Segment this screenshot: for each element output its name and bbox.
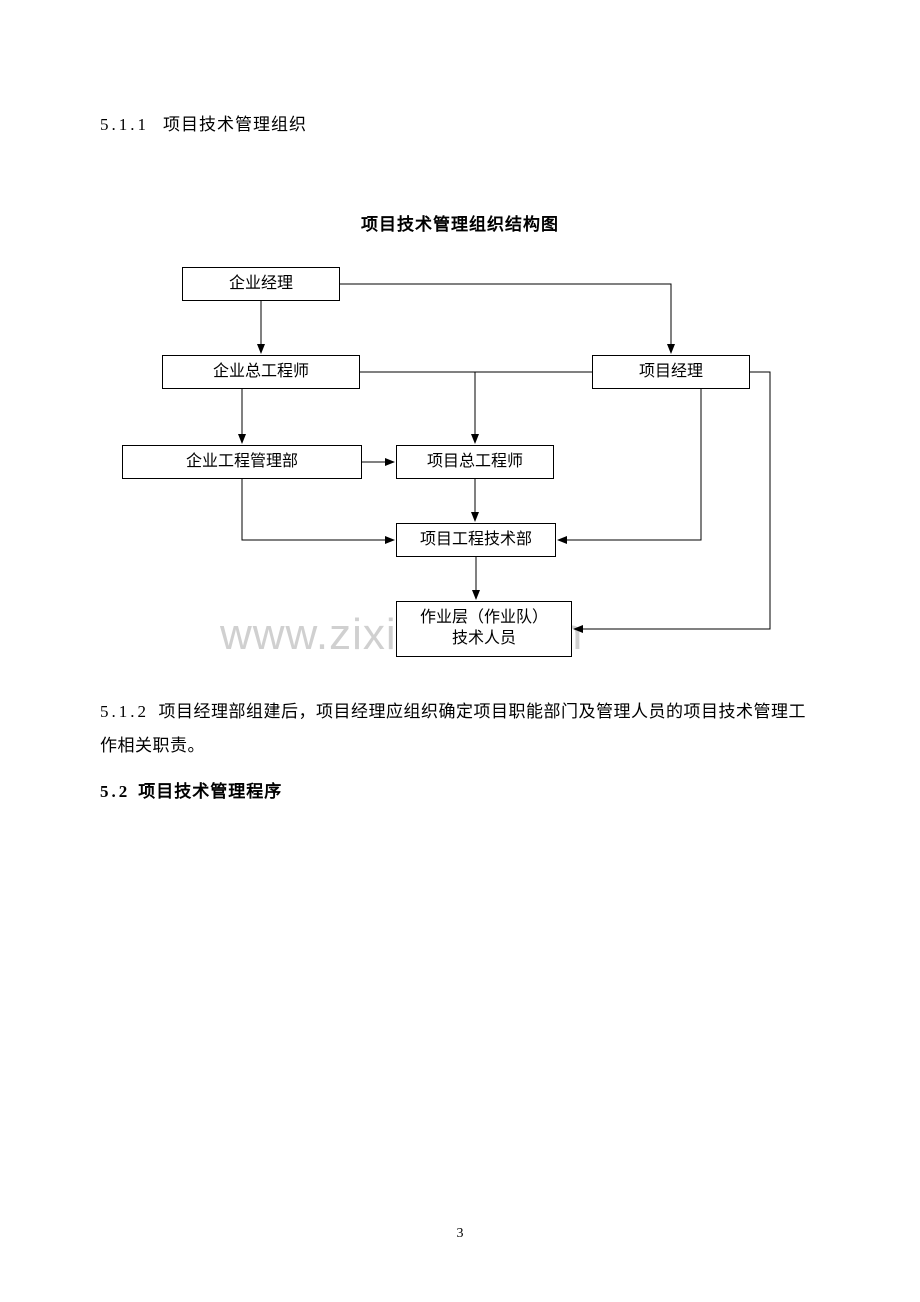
para-512-text: 项目经理部组建后，项目经理应组织确定项目职能部门及管理人员的项目技术管理工作相关… [100, 702, 806, 755]
chart-title: 项目技术管理组织结构图 [100, 210, 820, 235]
page-number: 3 [0, 1226, 920, 1242]
node-enterprise-manager: 企业经理 [182, 267, 340, 301]
node-enterprise-eng-mgmt-dept: 企业工程管理部 [122, 445, 362, 479]
node-operations-tech-staff: 作业层（作业队） 技术人员 [396, 601, 572, 657]
section-511-title: 项目技术管理组织 [163, 115, 307, 134]
section-511-heading: 5.1.1 项目技术管理组织 [100, 110, 820, 135]
section-52-title: 项目技术管理程序 [138, 782, 282, 801]
section-511-num: 5.1.1 [100, 115, 149, 134]
section-52-num: 5.2 [100, 782, 130, 801]
node-enterprise-chief-engineer: 企业总工程师 [162, 355, 360, 389]
section-52-heading: 5.2 项目技术管理程序 [100, 777, 820, 802]
org-flowchart: www.zixin.com.cn [100, 255, 820, 675]
node-project-manager: 项目经理 [592, 355, 750, 389]
paragraph-512: 5.1.2 项目经理部组建后，项目经理应组织确定项目职能部门及管理人员的项目技术… [100, 695, 820, 763]
node-project-chief-engineer: 项目总工程师 [396, 445, 554, 479]
para-512-num: 5.1.2 [100, 702, 149, 721]
node-project-eng-tech-dept: 项目工程技术部 [396, 523, 556, 557]
